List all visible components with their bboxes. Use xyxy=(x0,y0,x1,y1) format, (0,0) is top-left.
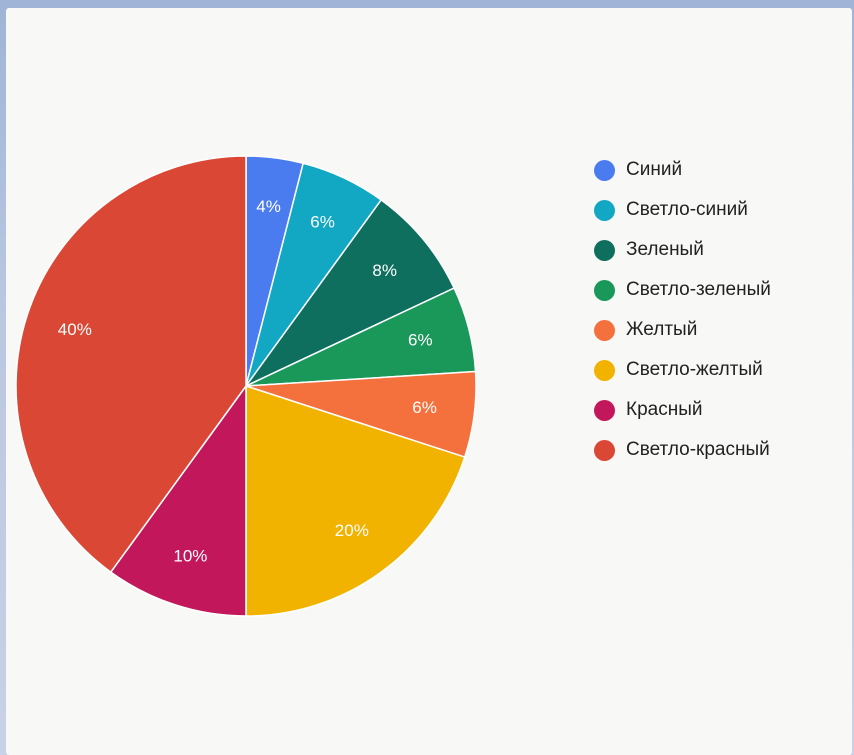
legend-item: Светло-синий xyxy=(594,190,771,230)
legend-label: Светло-синий xyxy=(626,199,748,220)
legend-item: Желтый xyxy=(594,310,771,350)
legend-label: Светло-желтый xyxy=(626,359,763,380)
legend-label: Синий xyxy=(626,159,683,180)
legend-label: Светло-зеленый xyxy=(626,279,771,300)
pie-slice-label-1: 4% xyxy=(256,197,281,216)
legend-item: Красный xyxy=(594,390,771,430)
pie-slice-label-3: 8% xyxy=(372,261,397,280)
pie-slices xyxy=(15,155,477,617)
legend-color-dot xyxy=(594,359,615,381)
chart-legend: Синий Светло-синий Зеленый Светло-зеленый Же… xyxy=(594,150,771,470)
legend-color-dot xyxy=(594,239,615,261)
legend-color-dot xyxy=(594,439,615,461)
legend-color-dot xyxy=(594,159,615,181)
legend-item: Светло-красный xyxy=(594,430,771,470)
pie-slice-6 xyxy=(245,384,466,617)
legend-label: Светло-красный xyxy=(626,439,770,460)
legend-item: Светло-зеленый xyxy=(594,270,771,310)
pie-slice-7 xyxy=(109,383,247,617)
legend-color-dot xyxy=(594,399,615,421)
pie-slice-labels: 4% 6% 8% 6% 6% 20% 10% 40% xyxy=(58,197,437,566)
legend-color-dot xyxy=(594,199,615,221)
legend-label: Красный xyxy=(626,399,703,420)
legend-label: Зеленый xyxy=(626,239,704,260)
legend-label: Желтый xyxy=(626,319,698,340)
legend-item: Зеленый xyxy=(594,230,771,270)
pie-slice-label-2: 6% xyxy=(310,213,335,232)
legend-color-dot xyxy=(594,279,615,301)
pie-slice-label-4: 6% xyxy=(408,331,433,350)
legend-item: Синий xyxy=(594,150,771,190)
pie-slice-3 xyxy=(245,198,456,387)
pie-slice-8 xyxy=(15,155,247,574)
pie-slice-label-7: 10% xyxy=(173,547,207,566)
pie-slice-label-8: 40% xyxy=(58,320,92,339)
legend-item: Светло-желтый xyxy=(594,350,771,390)
pie-slice-label-6: 20% xyxy=(335,521,369,540)
pie-slice-label-5: 6% xyxy=(412,398,437,417)
legend-color-dot xyxy=(594,319,615,341)
